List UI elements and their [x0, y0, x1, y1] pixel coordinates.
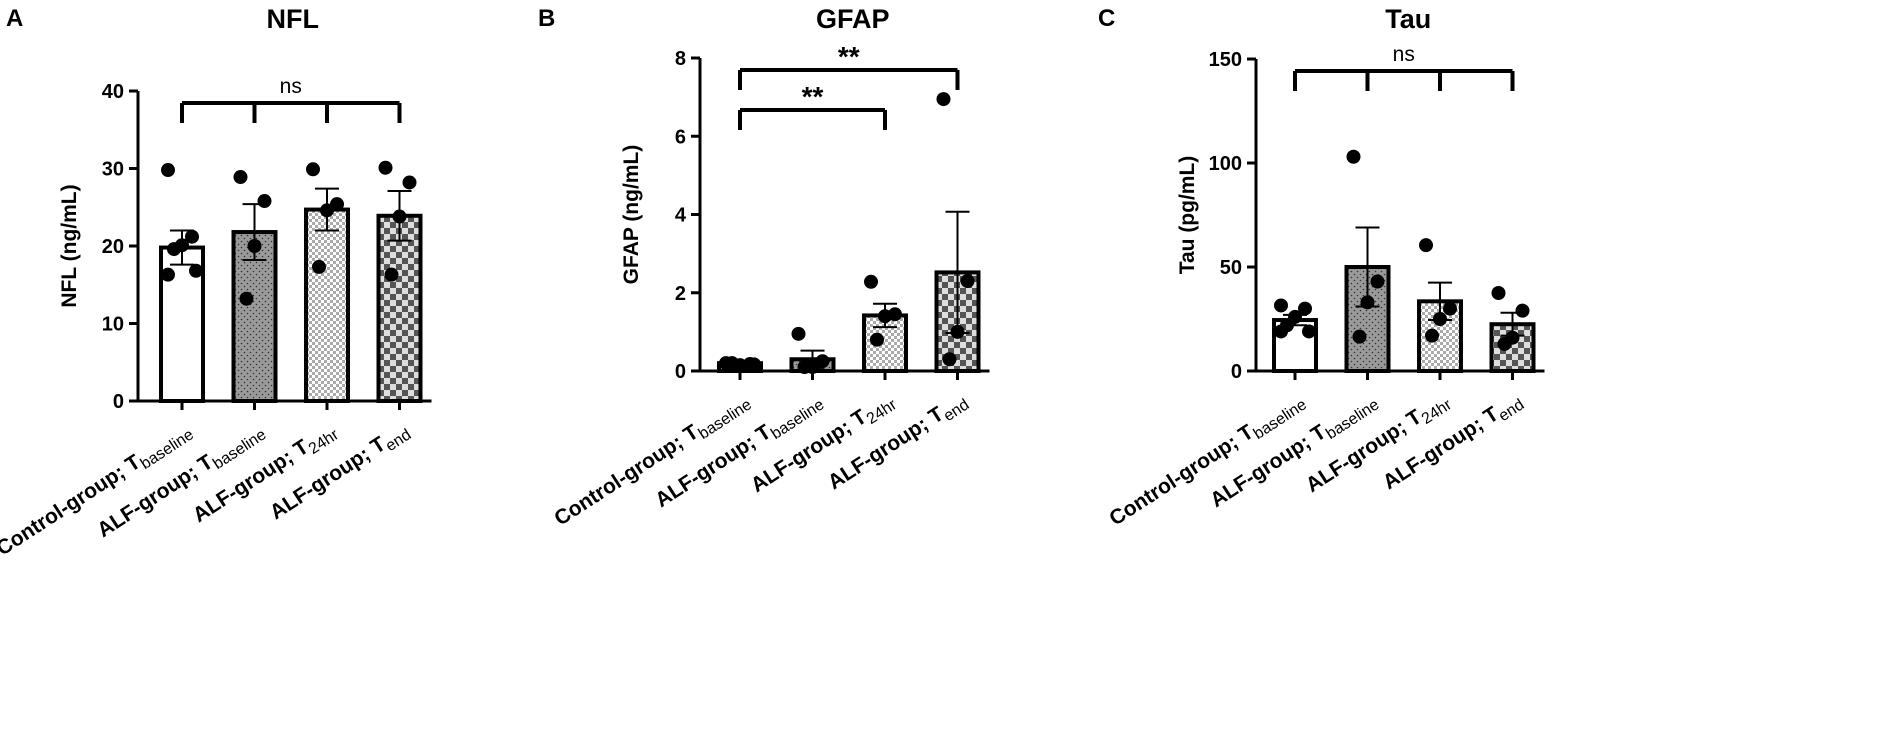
significance-label: ns	[1393, 43, 1415, 66]
data-point	[392, 209, 407, 224]
data-point	[1515, 303, 1530, 318]
bar	[304, 207, 350, 403]
data-point	[942, 352, 957, 367]
data-point	[1302, 324, 1316, 339]
data-point	[1433, 312, 1447, 326]
y-tick-label: 40	[102, 81, 124, 103]
y-axis-label: NFL (ng/mL)	[58, 184, 81, 307]
data-point	[1425, 328, 1439, 343]
data-point	[167, 242, 181, 257]
data-point	[402, 175, 417, 190]
significance-bracket	[738, 68, 960, 90]
y-tick-label: 0	[1231, 361, 1242, 383]
data-point	[960, 274, 975, 289]
category-subscript: 24hr	[864, 396, 901, 428]
data-point	[306, 162, 320, 177]
data-point	[1274, 298, 1288, 313]
data-point	[330, 197, 344, 212]
data-point	[1419, 238, 1433, 253]
data-point	[233, 170, 248, 185]
y-tick-label: 150	[1209, 49, 1242, 71]
y-axis-label: Tau (pg/mL)	[1176, 156, 1199, 275]
y-tick-label: 4	[675, 205, 687, 227]
y-tick-label: 100	[1209, 153, 1242, 175]
data-point	[378, 160, 393, 175]
y-tick-label: 30	[102, 159, 124, 181]
y-tick-label: 8	[675, 48, 686, 70]
data-point	[185, 229, 199, 244]
data-point	[1370, 274, 1385, 289]
panel-letter: B	[538, 5, 555, 32]
data-point	[870, 332, 884, 347]
y-tick-label: 20	[102, 236, 124, 258]
data-point	[1274, 324, 1288, 339]
data-point	[950, 324, 965, 339]
panel-letter: C	[1098, 5, 1115, 32]
data-point	[247, 239, 262, 253]
data-point	[936, 92, 951, 107]
y-axis-label: GFAP (ng/mL)	[620, 145, 643, 285]
data-point	[161, 267, 175, 282]
data-point	[747, 357, 761, 372]
data-point	[1346, 149, 1361, 164]
chart-title: Tau	[1385, 4, 1431, 34]
significance-label: **	[838, 41, 860, 72]
y-tick-label: 0	[675, 361, 686, 383]
panel-letter: A	[6, 5, 23, 32]
data-point	[791, 326, 806, 341]
data-point	[725, 356, 739, 371]
significance-label: **	[802, 81, 824, 112]
chart-title: NFL	[267, 4, 319, 34]
y-tick-label: 6	[675, 126, 686, 148]
data-point	[1360, 295, 1375, 310]
category-subscript: 24hr	[306, 426, 343, 458]
data-point	[864, 274, 878, 289]
data-point	[384, 267, 399, 282]
data-point	[1497, 336, 1512, 351]
data-point	[312, 259, 326, 274]
chart-title: GFAP	[816, 4, 890, 34]
data-point	[878, 309, 892, 324]
y-tick-label: 50	[1220, 257, 1242, 279]
y-tick-label: 2	[675, 283, 686, 305]
data-point	[161, 163, 175, 178]
x-tick-label: ALF-group; Tend	[1379, 388, 1528, 498]
data-point	[1443, 301, 1457, 316]
x-tick-label: ALF-group; Tend	[824, 388, 973, 498]
data-point	[1298, 301, 1312, 316]
data-point	[320, 203, 334, 218]
significance-bracket	[180, 101, 402, 123]
data-point	[189, 263, 203, 278]
significance-bracket	[1293, 69, 1515, 91]
significance-bracket	[738, 108, 887, 130]
data-point	[1491, 286, 1506, 300]
bar	[376, 213, 423, 403]
significance-label: ns	[280, 75, 302, 98]
x-tick-label: ALF-group; Tend	[266, 418, 415, 528]
data-point	[1352, 329, 1367, 344]
data-point	[239, 291, 254, 306]
category-subscript: 24hr	[1419, 396, 1456, 428]
data-point	[257, 194, 272, 209]
y-tick-label: 0	[113, 391, 124, 413]
y-tick-label: 10	[102, 314, 124, 336]
